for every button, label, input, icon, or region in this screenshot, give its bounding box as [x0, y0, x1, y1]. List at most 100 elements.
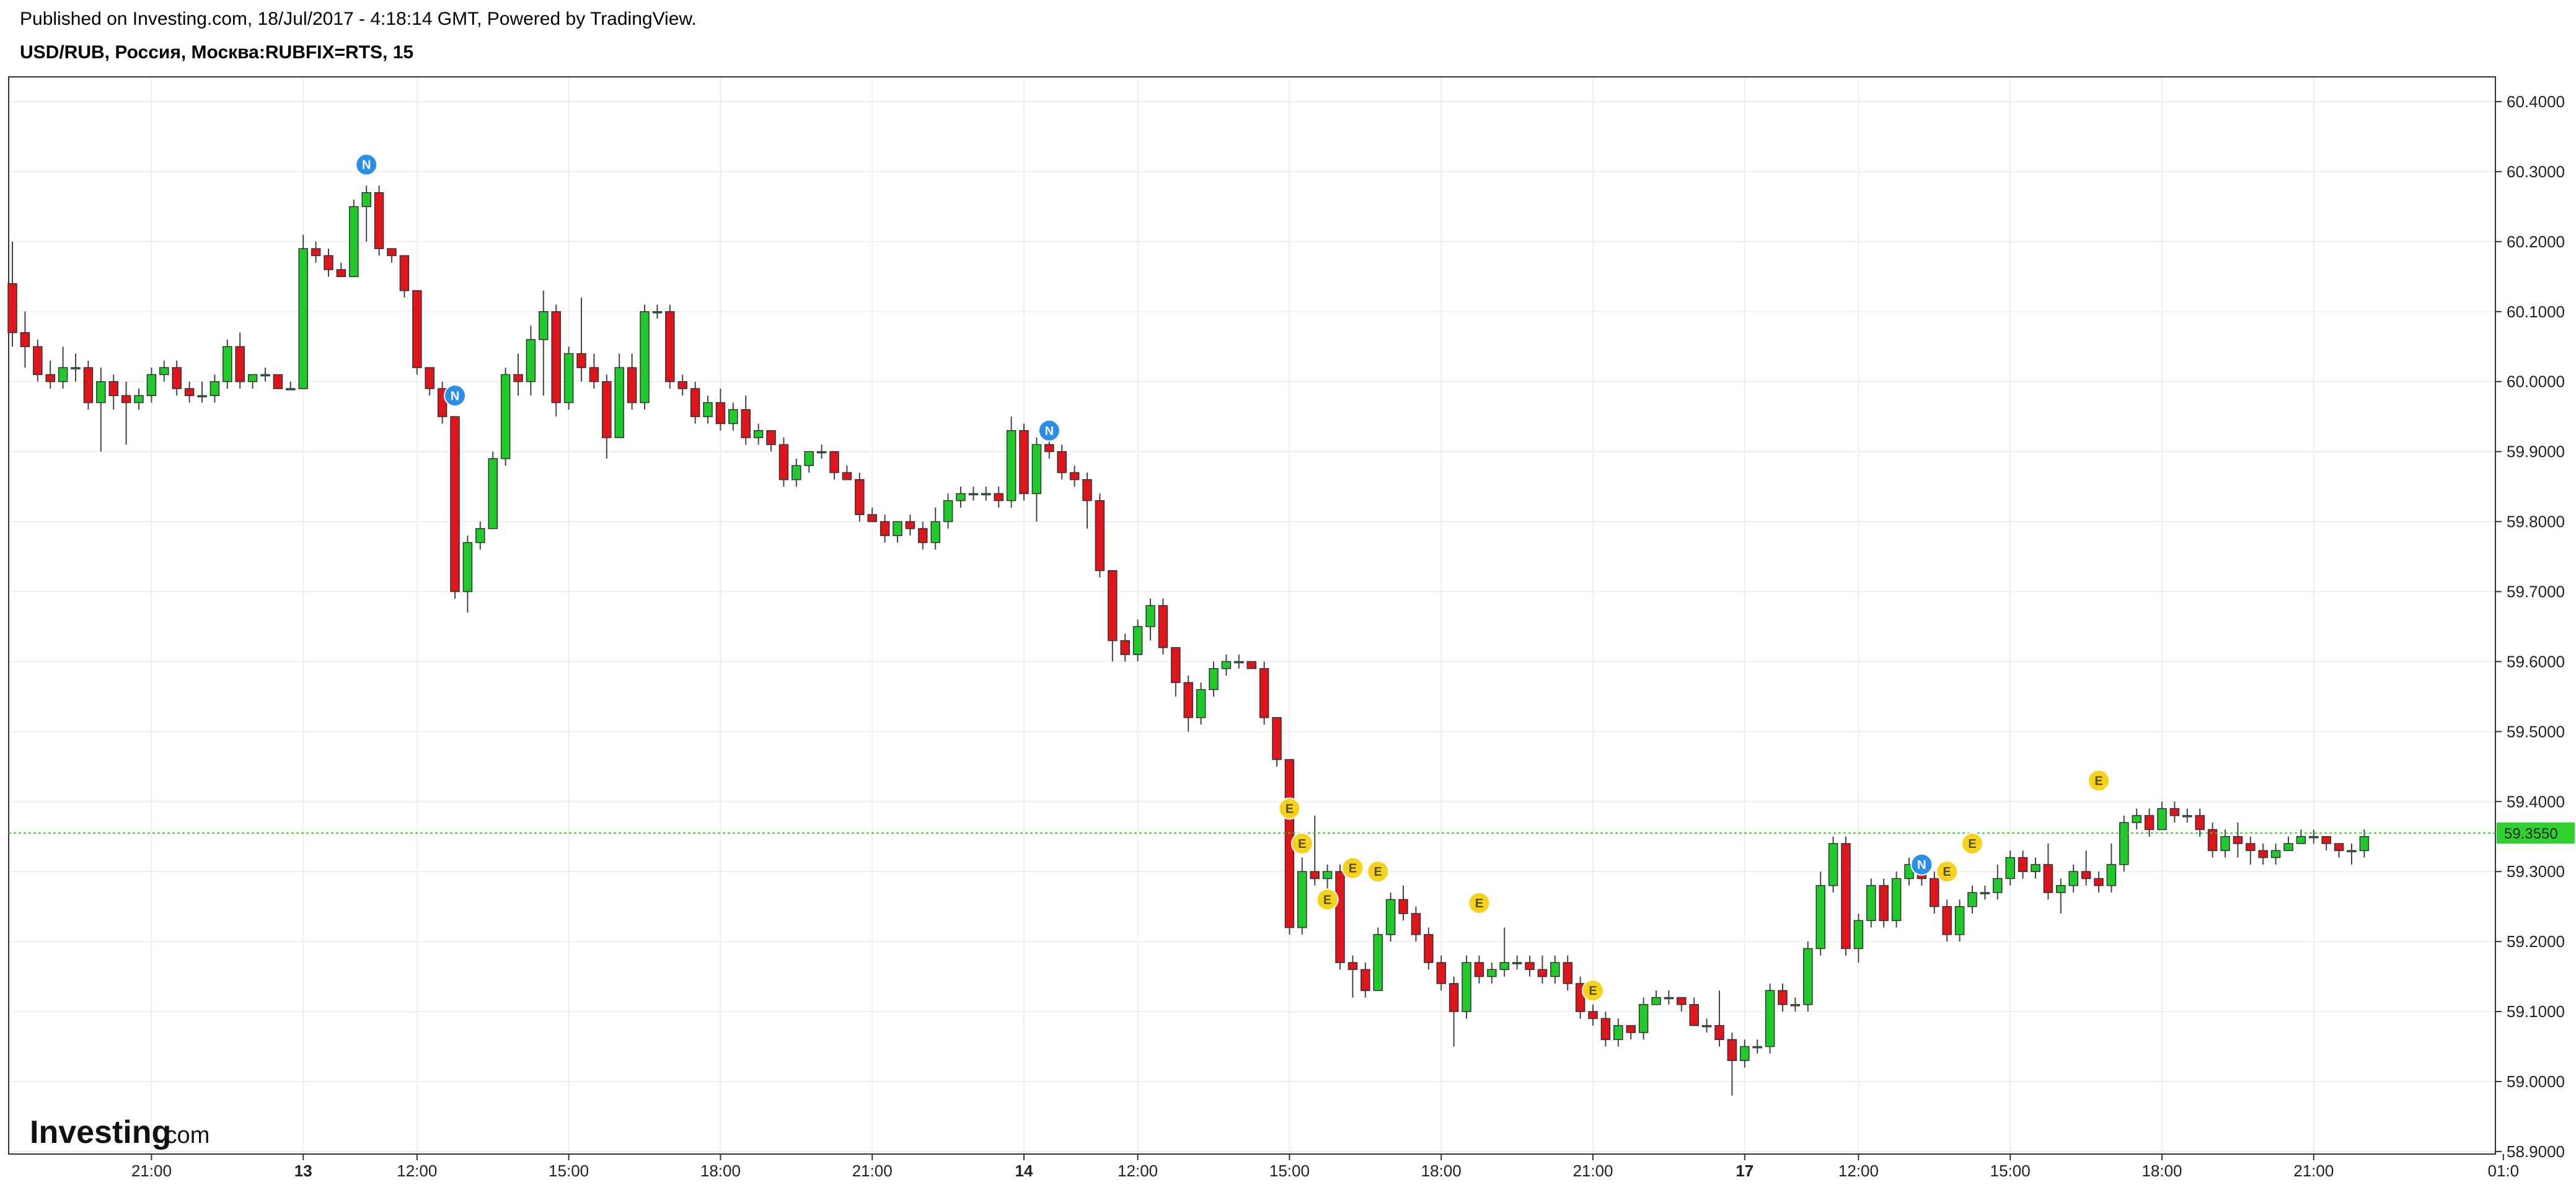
candle	[1550, 955, 1560, 984]
candle-body	[1487, 969, 1497, 977]
event-marker: E	[1290, 832, 1313, 855]
candle	[1183, 676, 1193, 732]
candle	[2081, 850, 2091, 886]
marker-letter: E	[1323, 893, 1331, 907]
event-marker-circle	[2088, 769, 2110, 792]
candle	[1651, 990, 1661, 1005]
candle-body	[2068, 871, 2078, 886]
candle	[134, 389, 144, 410]
event-marker: E	[1367, 860, 1390, 883]
marker-letter: E	[1374, 865, 1382, 879]
candle-body	[1145, 605, 1155, 627]
candle	[2283, 836, 2293, 852]
candle	[792, 458, 801, 487]
y-tick-label: 59.2000	[2507, 932, 2565, 951]
candle-body	[134, 395, 144, 403]
candle-body	[1853, 920, 1864, 950]
candle	[1006, 416, 1017, 508]
news-marker: N	[355, 153, 378, 176]
marker-letter: E	[1475, 897, 1483, 910]
y-tick-label: 59.3000	[2507, 862, 2565, 881]
event-marker-circle	[1316, 888, 1339, 911]
price-axis: 60.4000 60.3000 60.2000 60.1000 60.0000 59.90…	[2495, 92, 2565, 1161]
x-tick-label: 12:00	[397, 1161, 437, 1180]
candle	[829, 451, 839, 480]
candle	[399, 255, 410, 298]
candle	[1537, 955, 1548, 984]
candle-body	[1512, 962, 1522, 964]
candle-body	[1866, 885, 1876, 922]
event-marker-circle	[1341, 857, 1364, 879]
candle	[1588, 1004, 1598, 1026]
candle	[361, 185, 371, 242]
candle-body	[1297, 871, 1307, 928]
candle-body	[576, 353, 586, 368]
candle-body	[1322, 871, 1333, 879]
candle-body	[1019, 430, 1029, 495]
candle	[2169, 801, 2180, 823]
candle	[741, 395, 751, 445]
x-tick-label: 13	[294, 1161, 312, 1180]
candle	[576, 298, 586, 382]
candle	[1954, 899, 1965, 942]
x-tick-label: 18:00	[700, 1161, 741, 1180]
candle	[602, 374, 612, 459]
candle-body	[956, 493, 966, 501]
candle	[121, 381, 131, 445]
candle	[1462, 955, 1471, 1019]
candle-body	[1499, 962, 1509, 971]
candle	[349, 200, 359, 278]
candle	[2119, 815, 2129, 872]
candle-body	[1954, 906, 1965, 935]
candle	[1866, 878, 1876, 928]
news-marker-circle	[1038, 419, 1061, 442]
candle-body	[1550, 962, 1560, 977]
candle-body	[893, 521, 902, 536]
marker-letter: E	[2094, 774, 2102, 788]
candle	[336, 262, 346, 278]
candle-body	[1196, 689, 1206, 718]
candle-body	[1449, 983, 1459, 1012]
y-tick-label: 59.5000	[2507, 722, 2565, 741]
candle	[2106, 844, 2117, 893]
x-tick-label: 12:00	[1118, 1161, 1158, 1180]
candle-body	[500, 374, 511, 459]
x-tick-label: 21:00	[852, 1161, 893, 1180]
candle-body	[399, 255, 410, 291]
candle-body	[2233, 836, 2243, 844]
candle-body	[1259, 668, 1269, 718]
candle	[513, 353, 523, 396]
candle	[2207, 822, 2218, 858]
candle-body	[488, 458, 498, 529]
candle-body	[1537, 969, 1548, 977]
marker-letter: N	[451, 389, 459, 403]
x-tick-label: 15:00	[1990, 1161, 2031, 1180]
candle-body	[2182, 815, 2192, 818]
candle-body	[1310, 871, 1320, 879]
candle	[311, 241, 321, 263]
candle-body	[855, 479, 865, 516]
candle-body	[146, 374, 157, 397]
candle-body	[475, 528, 485, 544]
candle-body	[2081, 871, 2091, 879]
candle-body	[677, 381, 687, 389]
candle-body	[1752, 1046, 1762, 1049]
candle	[1967, 885, 1977, 914]
candle-body	[1171, 647, 1181, 684]
candle	[703, 395, 713, 424]
candle	[33, 339, 43, 382]
candle-body	[1006, 430, 1017, 501]
candle	[1664, 990, 1674, 1005]
candle-body	[83, 367, 94, 403]
candle	[210, 374, 220, 403]
candle	[2321, 836, 2331, 851]
candle	[1752, 1039, 1762, 1054]
candle	[2068, 864, 2078, 893]
candle	[1272, 717, 1282, 767]
candle-body	[96, 381, 106, 403]
candle	[956, 487, 966, 508]
candle	[2359, 829, 2370, 858]
candle	[1841, 836, 1851, 956]
candle-body	[816, 451, 827, 454]
candle-body	[640, 311, 650, 403]
